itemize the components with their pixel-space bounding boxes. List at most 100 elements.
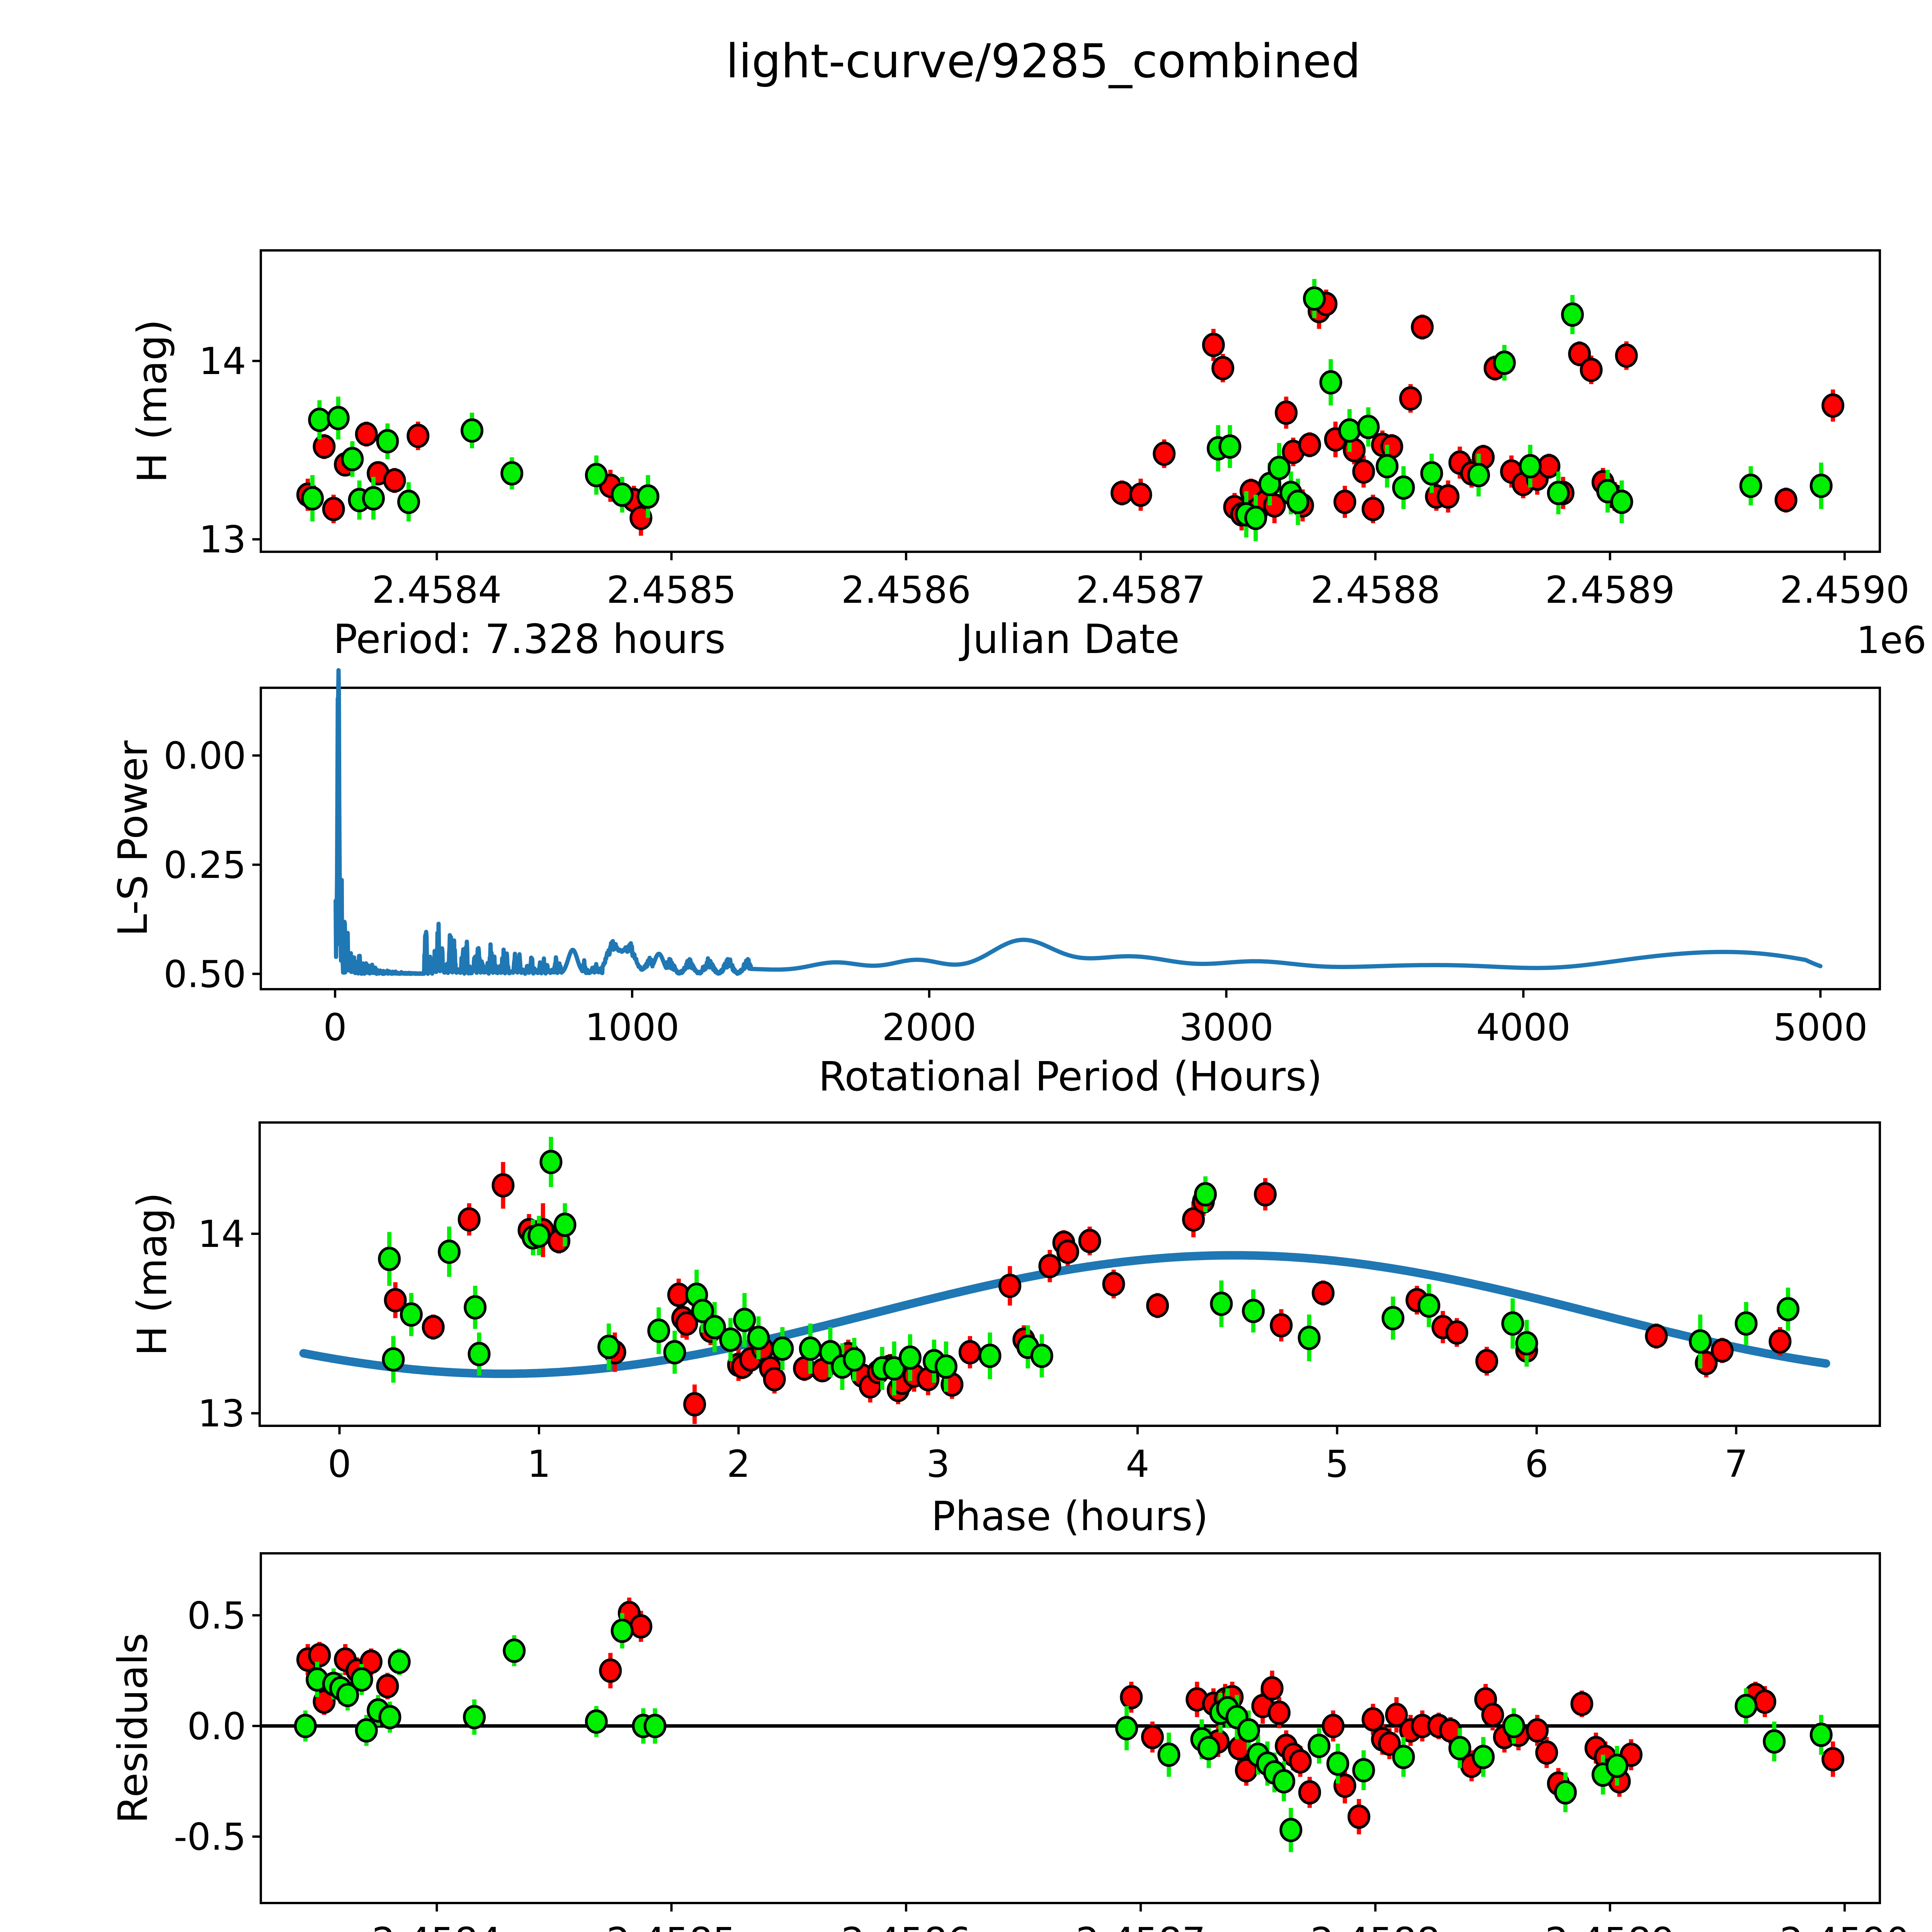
phasefold-red-datapoint (1769, 1329, 1792, 1354)
residuals-xticklabel: 2.4589 (1545, 1920, 1675, 1932)
phasefold-green-datapoint (378, 1247, 401, 1271)
lightcurve-yticklabel: 13 (199, 518, 246, 561)
phasefold-red-datapoint (1711, 1338, 1734, 1363)
phasefold-red-datapoint (1078, 1229, 1101, 1253)
residuals-red-datapoint (1289, 1749, 1312, 1774)
phasefold-green-datapoint (553, 1213, 577, 1237)
lightcurve-green-datapoint (376, 429, 399, 454)
lightcurve-xticklabel: 2.4588 (1310, 568, 1440, 612)
residuals-xticklabel: 2.4586 (841, 1920, 971, 1932)
phasefold-xticklabel: 4 (1126, 1442, 1150, 1486)
residuals-red-datapoint (1347, 1804, 1371, 1829)
phasefold-green-datapoint (843, 1347, 866, 1372)
phasefold-fit-curve (299, 1251, 1830, 1378)
periodogram-line (333, 668, 1823, 976)
phasefold-green-datapoint (1242, 1299, 1265, 1323)
lightcurve-red-datapoint (1333, 490, 1356, 514)
phasefold-green-datapoint (468, 1342, 491, 1366)
residuals-red-datapoint (629, 1614, 653, 1639)
lightcurve-xticklabel: 2.4587 (1076, 568, 1206, 612)
residuals-green-datapoint (1502, 1714, 1526, 1738)
phasefold-red-datapoint (1254, 1182, 1277, 1207)
phasefold-green-datapoint (1210, 1291, 1233, 1316)
residuals-green-datapoint (1448, 1736, 1471, 1760)
lightcurve-red-datapoint (1380, 434, 1403, 459)
phasefold-green-datapoint (733, 1308, 756, 1332)
lightcurve-red-datapoint (1298, 432, 1321, 457)
periodogram-xaxis-label: Rotational Period (Hours) (818, 1053, 1322, 1100)
periodogram-xticklabel: 3000 (1179, 1006, 1273, 1049)
phasefold-green-datapoint (527, 1223, 551, 1248)
residuals-green-datapoint (1352, 1758, 1375, 1782)
phasefold-yticklabel: 13 (198, 1392, 245, 1435)
lightcurve-green-datapoint (362, 486, 385, 511)
phasefold-xticklabel: 2 (727, 1442, 750, 1486)
residuals-green-datapoint (294, 1714, 317, 1738)
phasefold-red-datapoint (1038, 1254, 1061, 1279)
phasefold-green-datapoint (1515, 1331, 1538, 1355)
residuals-green-datapoint (1157, 1742, 1180, 1767)
phasefold-xticklabel: 0 (328, 1442, 351, 1486)
periodogram-xticklabel: 5000 (1773, 1006, 1867, 1049)
lightcurve-yaxis-label: H (mag) (129, 319, 176, 483)
residuals-yticklabel: 0.0 (187, 1705, 246, 1748)
lightcurve-xticklabel: 2.4590 (1780, 568, 1910, 612)
residuals-red-datapoint (308, 1643, 331, 1667)
phasefold-green-datapoint (978, 1344, 1002, 1368)
residuals-green-datapoint (1735, 1694, 1758, 1718)
lightcurve-red-datapoint (1580, 357, 1603, 382)
residuals-green-datapoint (1237, 1718, 1260, 1743)
residuals-green-datapoint (1115, 1716, 1138, 1740)
periodogram-xticklabel: 1000 (585, 1006, 679, 1049)
phasefold-green-datapoint (898, 1345, 922, 1370)
residuals-yaxis-label: Residuals (109, 1633, 156, 1823)
panel-phasefold: 0 1 2 3 4 5 6 7 14 13 Phase (hours) H (mag) (129, 1121, 1881, 1540)
residuals-red-datapoint (1141, 1725, 1164, 1749)
figure-title: light-curve/9285_combined (726, 35, 1361, 88)
phasefold-green-datapoint (1776, 1297, 1799, 1321)
phasefold-xticklabel: 3 (926, 1442, 950, 1486)
residuals-yticklabel: 0.5 (187, 1594, 246, 1637)
residuals-green-datapoint (1197, 1736, 1220, 1760)
phasefold-red-datapoint (1645, 1324, 1668, 1349)
lightcurve-green-datapoint (1420, 461, 1443, 486)
residuals-green-datapoint (643, 1714, 667, 1738)
residuals-red-datapoint (599, 1658, 622, 1683)
lightcurve-green-datapoint (500, 461, 524, 486)
panel-residuals: 2.4584 2.4585 2.4586 2.4587 2.4588 2.4589 2.45… (109, 1552, 1910, 1932)
lightcurve-green-datapoint (1739, 473, 1762, 498)
phasefold-green-datapoint (438, 1239, 461, 1264)
lightcurve-frame (260, 249, 1881, 553)
lightcurve-green-datapoint (1286, 490, 1310, 514)
phasefold-xticklabel: 6 (1525, 1442, 1548, 1486)
periodogram-yticklabel: 0.00 (163, 734, 246, 777)
residuals-xticklabel: 2.4584 (372, 1920, 502, 1932)
phasefold-green-datapoint (1298, 1325, 1321, 1350)
residuals-xticklabel: 2.4587 (1076, 1920, 1206, 1932)
lightcurve-green-datapoint (341, 447, 364, 471)
residuals-xticklabel: 2.4590 (1780, 1920, 1910, 1932)
residuals-green-datapoint (1392, 1745, 1415, 1769)
phasefold-red-datapoint (1146, 1293, 1169, 1318)
lightcurve-red-datapoint (1615, 343, 1638, 368)
phasefold-xticklabel: 5 (1325, 1442, 1349, 1486)
lightcurve-xticklabel: 2.4589 (1545, 568, 1675, 612)
phasefold-green-datapoint (1735, 1311, 1758, 1336)
lightcurve-green-datapoint (1519, 454, 1542, 478)
residuals-green-datapoint (585, 1709, 608, 1734)
phasefold-green-datapoint (1194, 1182, 1217, 1207)
phasefold-xaxis-label: Phase (hours) (931, 1493, 1208, 1540)
lightcurve-red-datapoint (1399, 386, 1422, 411)
residuals-red-datapoint (1821, 1747, 1845, 1772)
lightcurve-red-datapoint (383, 468, 406, 493)
lightcurve-green-datapoint (327, 406, 350, 430)
phasefold-red-datapoint (492, 1173, 515, 1198)
panel-periodogram: 0 1000 2000 3000 4000 5000 0.50 0.25 0.00 Rotatio… (109, 668, 1881, 1100)
phasefold-yticklabel: 14 (198, 1213, 245, 1256)
residuals-red-datapoint (1535, 1740, 1558, 1765)
phasefold-green-datapoint (1417, 1293, 1440, 1318)
residuals-red-datapoint (1481, 1702, 1504, 1727)
periodogram-yticklabel: 0.25 (163, 844, 246, 887)
phasefold-red-datapoint (1445, 1320, 1468, 1345)
lightcurve-green-datapoint (1303, 286, 1326, 311)
